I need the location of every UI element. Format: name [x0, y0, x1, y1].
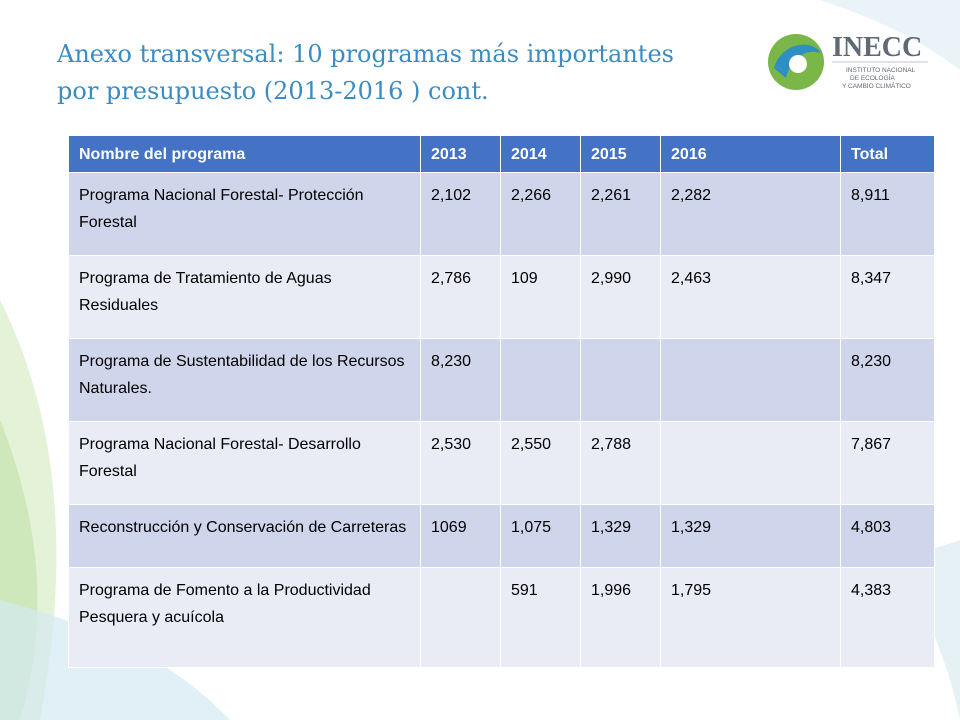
budget-cell: 1,329: [660, 504, 841, 568]
budget-cell: 1,329: [580, 504, 661, 568]
budget-cell: 1,795: [660, 567, 841, 668]
budget-cell: 2,282: [660, 172, 841, 256]
column-header: Total: [840, 135, 935, 173]
budget-cell: 1,996: [580, 567, 661, 668]
budget-cell: 2,261: [580, 172, 661, 256]
logo-subtitle: DE ECOLOGÍA: [850, 73, 895, 82]
budget-cell: 4,803: [840, 504, 935, 568]
budget-cell: 8,347: [840, 255, 935, 339]
column-header: 2014: [500, 135, 581, 173]
budget-cell: 8,911: [840, 172, 935, 256]
logo-name: INECC: [832, 32, 922, 63]
program-name: Programa Nacional Forestal- Desarrollo F…: [68, 421, 421, 505]
program-name: Programa Nacional Forestal- Protección F…: [68, 172, 421, 256]
program-name: Programa de Fomento a la Productividad P…: [68, 567, 421, 668]
budget-cell: 2,550: [500, 421, 581, 505]
program-name: Reconstrucción y Conservación de Carrete…: [68, 504, 421, 568]
column-header: 2013: [420, 135, 501, 173]
title-line: Anexo transversal: 10 programas más impo…: [57, 40, 674, 68]
budget-cell: 4,383: [840, 567, 935, 668]
budget-cell: 2,788: [580, 421, 661, 505]
budget-cell: 8,230: [420, 338, 501, 422]
budget-cell: 2,786: [420, 255, 501, 339]
logo-swirl: [774, 44, 821, 78]
budget-cell: [660, 338, 841, 422]
budget-cell: [500, 338, 581, 422]
budget-cell: 1,075: [500, 504, 581, 568]
logo-subtitle: Y CAMBIO CLIMÁTICO: [842, 81, 911, 90]
header-row: Nombre del programa 2013 2014 2015 2016 Total: [68, 135, 935, 173]
budget-cell: [580, 338, 661, 422]
logo: INECC INSTITUTO NACIONAL DE ECOLOGÍA Y C…: [768, 32, 928, 90]
budget-cell: 109: [500, 255, 581, 339]
logo-swirl: [789, 55, 807, 73]
title-line: por presupuesto (2013-2016 ) cont.: [57, 77, 489, 105]
budget-cell: 2,990: [580, 255, 661, 339]
budget-cell: 2,102: [420, 172, 501, 256]
budget-cell: [660, 421, 841, 505]
table-row: Programa de Sustentabilidad de los Recur…: [68, 338, 935, 422]
table-row: Programa Nacional Forestal- Protección F…: [68, 172, 935, 256]
column-header: 2016: [660, 135, 841, 173]
table-row: Programa de Fomento a la Productividad P…: [68, 567, 935, 668]
table-row: Programa de Tratamiento de Aguas Residua…: [68, 255, 935, 339]
budget-cell: 2,530: [420, 421, 501, 505]
table-row: Programa Nacional Forestal- Desarrollo F…: [68, 421, 935, 505]
program-name: Programa de Sustentabilidad de los Recur…: [68, 338, 421, 422]
slide-title: Anexo transversal: 10 programas más impo…: [57, 36, 674, 110]
budget-cell: 2,463: [660, 255, 841, 339]
budget-cell: 1069: [420, 504, 501, 568]
budget-cell: 591: [500, 567, 581, 668]
budget-table: Nombre del programa 2013 2014 2015 2016 Total…: [68, 135, 935, 668]
budget-cell: 7,867: [840, 421, 935, 505]
table-row: Reconstrucción y Conservación de Carrete…: [68, 504, 935, 568]
budget-cell: 8,230: [840, 338, 935, 422]
budget-cell: [420, 567, 501, 668]
logo-subtitle: INSTITUTO NACIONAL: [846, 67, 916, 74]
program-name: Programa de Tratamiento de Aguas Residua…: [68, 255, 421, 339]
column-header: Nombre del programa: [68, 135, 421, 173]
budget-cell: 2,266: [500, 172, 581, 256]
column-header: 2015: [580, 135, 661, 173]
